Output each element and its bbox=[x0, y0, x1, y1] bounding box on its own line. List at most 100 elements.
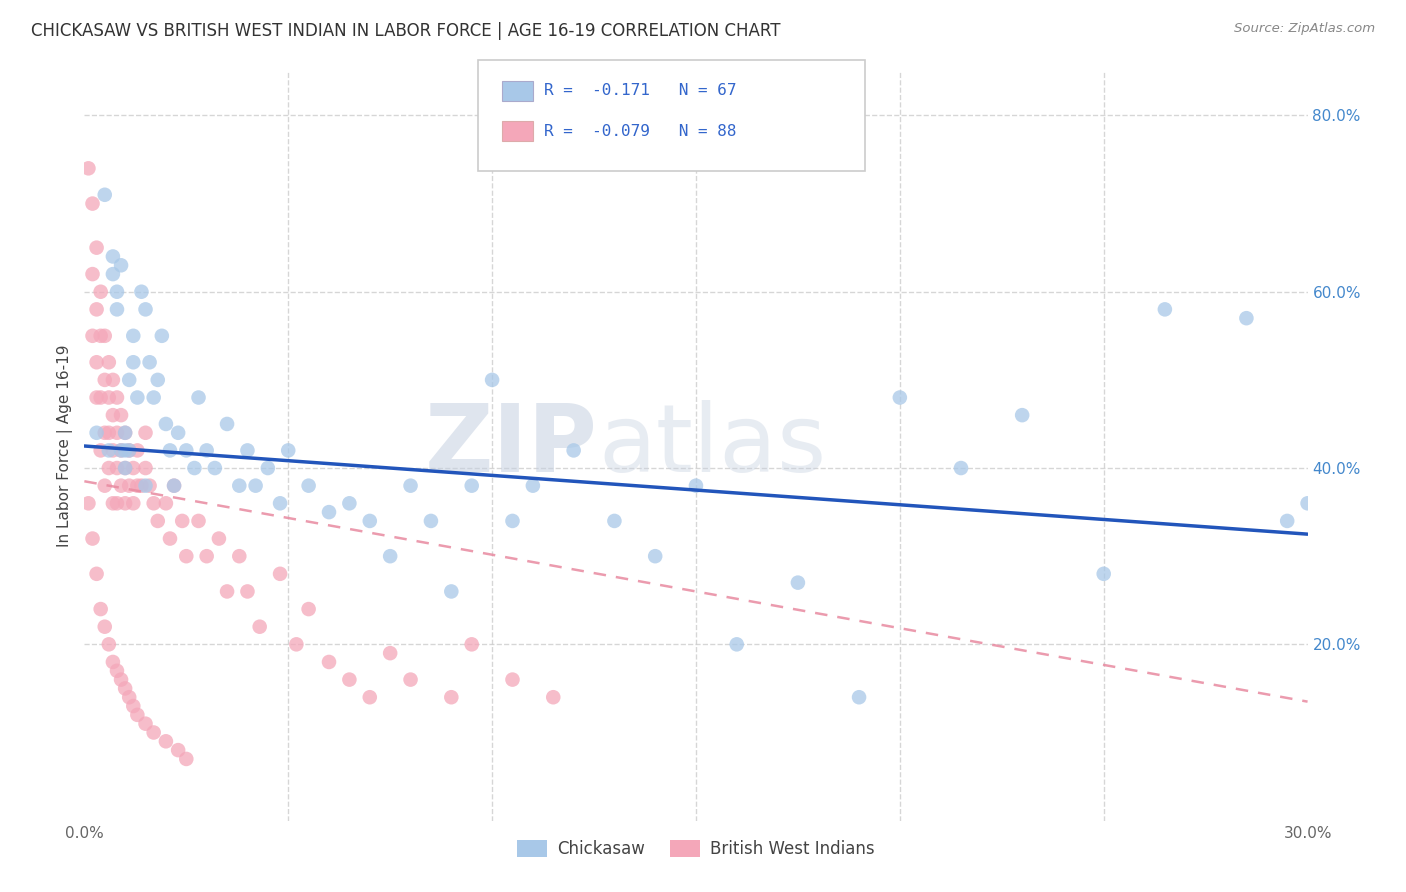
Point bbox=[110, 408, 132, 422]
Point bbox=[159, 532, 181, 546]
Point bbox=[163, 478, 186, 492]
Legend: Chickasaw, British West Indians: Chickasaw, British West Indians bbox=[510, 833, 882, 864]
Point bbox=[90, 391, 112, 405]
Point bbox=[90, 443, 112, 458]
Point bbox=[399, 673, 422, 687]
Point bbox=[114, 461, 136, 475]
Point bbox=[101, 443, 124, 458]
Point bbox=[131, 478, 153, 492]
Point bbox=[245, 478, 267, 492]
Point bbox=[461, 478, 484, 492]
Point bbox=[135, 425, 157, 440]
Point bbox=[172, 514, 194, 528]
Point bbox=[269, 566, 291, 581]
Point bbox=[86, 241, 108, 255]
Point bbox=[110, 673, 132, 687]
Text: R =  -0.171   N = 67: R = -0.171 N = 67 bbox=[544, 84, 737, 98]
Point bbox=[208, 532, 231, 546]
Point bbox=[90, 328, 112, 343]
Point bbox=[105, 285, 128, 299]
Point bbox=[110, 443, 132, 458]
Point bbox=[236, 584, 259, 599]
Point bbox=[269, 496, 291, 510]
Point bbox=[114, 425, 136, 440]
Point bbox=[167, 743, 190, 757]
Point bbox=[82, 196, 104, 211]
Point bbox=[167, 425, 190, 440]
Point bbox=[159, 443, 181, 458]
Point bbox=[380, 549, 402, 564]
Point bbox=[1154, 302, 1177, 317]
Point bbox=[93, 425, 115, 440]
Point bbox=[461, 637, 484, 651]
Point bbox=[110, 443, 132, 458]
Text: Source: ZipAtlas.com: Source: ZipAtlas.com bbox=[1234, 22, 1375, 36]
Point bbox=[93, 373, 115, 387]
Point bbox=[101, 250, 124, 264]
Point bbox=[122, 355, 145, 369]
Point bbox=[174, 549, 197, 564]
Point bbox=[502, 673, 524, 687]
Point bbox=[93, 620, 115, 634]
Point bbox=[101, 408, 124, 422]
Point bbox=[562, 443, 585, 458]
Point bbox=[163, 478, 186, 492]
Point bbox=[93, 328, 115, 343]
Point bbox=[90, 285, 112, 299]
Point bbox=[249, 620, 271, 634]
Point bbox=[339, 496, 361, 510]
Point bbox=[298, 602, 321, 616]
Point bbox=[93, 187, 115, 202]
Point bbox=[228, 478, 250, 492]
Point bbox=[77, 496, 100, 510]
Point bbox=[298, 478, 321, 492]
Point bbox=[359, 514, 381, 528]
Point bbox=[187, 391, 209, 405]
Point bbox=[77, 161, 100, 176]
Point bbox=[86, 391, 108, 405]
Point bbox=[105, 391, 128, 405]
Point bbox=[101, 267, 124, 281]
Point bbox=[146, 514, 169, 528]
Point bbox=[174, 752, 197, 766]
Point bbox=[135, 302, 157, 317]
Point bbox=[848, 690, 870, 705]
Point bbox=[118, 443, 141, 458]
Point bbox=[277, 443, 299, 458]
Point bbox=[97, 355, 120, 369]
Point bbox=[502, 514, 524, 528]
Point bbox=[1092, 566, 1115, 581]
Point bbox=[603, 514, 626, 528]
Point bbox=[155, 417, 177, 431]
Point bbox=[155, 496, 177, 510]
Point bbox=[131, 285, 153, 299]
Point bbox=[101, 373, 124, 387]
Point bbox=[359, 690, 381, 705]
Point bbox=[122, 328, 145, 343]
Point bbox=[127, 391, 149, 405]
Point bbox=[399, 478, 422, 492]
Y-axis label: In Labor Force | Age 16-19: In Labor Force | Age 16-19 bbox=[58, 344, 73, 548]
Point bbox=[155, 734, 177, 748]
Text: R =  -0.079   N = 88: R = -0.079 N = 88 bbox=[544, 124, 737, 138]
Point bbox=[105, 496, 128, 510]
Point bbox=[1277, 514, 1299, 528]
Point bbox=[86, 302, 108, 317]
Point bbox=[174, 443, 197, 458]
Point bbox=[481, 373, 503, 387]
Point bbox=[285, 637, 308, 651]
Point bbox=[97, 391, 120, 405]
Point bbox=[142, 391, 165, 405]
Point bbox=[97, 637, 120, 651]
Point bbox=[543, 690, 565, 705]
Text: CHICKASAW VS BRITISH WEST INDIAN IN LABOR FORCE | AGE 16-19 CORRELATION CHART: CHICKASAW VS BRITISH WEST INDIAN IN LABO… bbox=[31, 22, 780, 40]
Point bbox=[105, 664, 128, 678]
Point bbox=[142, 496, 165, 510]
Point bbox=[127, 443, 149, 458]
Point bbox=[135, 478, 157, 492]
Point bbox=[86, 425, 108, 440]
Point bbox=[82, 532, 104, 546]
Point bbox=[522, 478, 544, 492]
Point bbox=[118, 443, 141, 458]
Point bbox=[138, 478, 160, 492]
